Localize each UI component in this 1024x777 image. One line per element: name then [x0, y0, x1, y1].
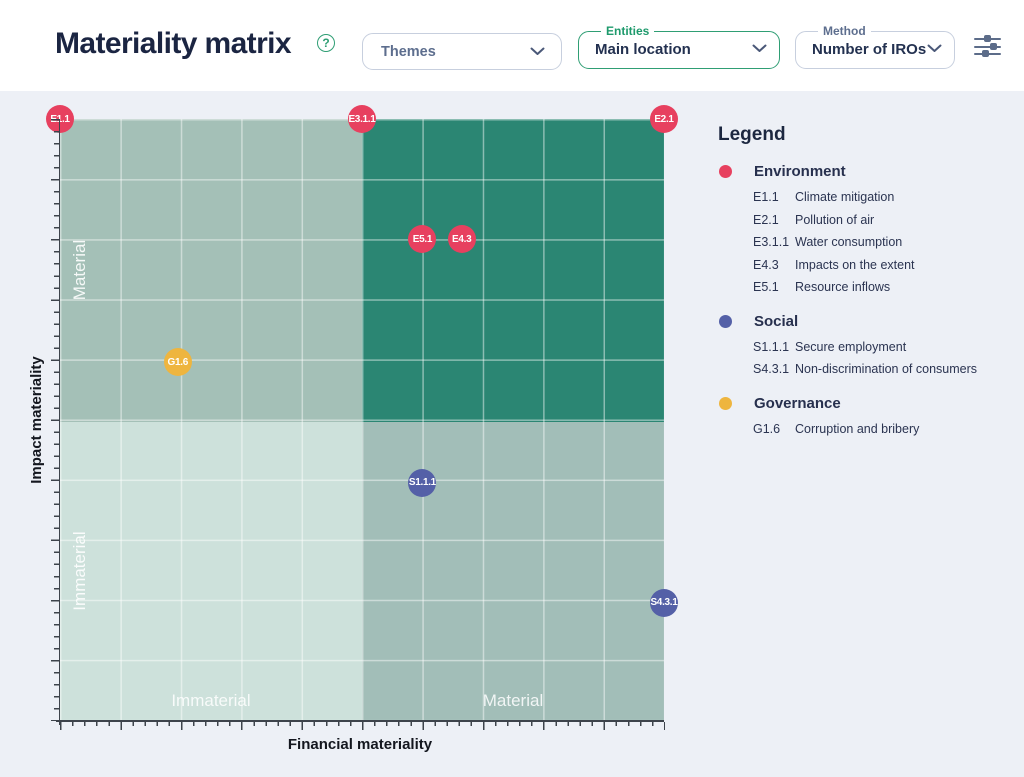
legend-item-label: Non-discrimination of consumers: [795, 362, 978, 377]
method-dropdown-value: Number of IROs: [812, 40, 927, 58]
y-axis-major-ticks: [51, 119, 59, 721]
legend-dot-icon: [719, 396, 732, 410]
entities-dropdown-value: Main location: [595, 40, 691, 58]
legend-group-environment: Environment E1.1 Climate mitigation E2.1 Pol…: [718, 163, 1018, 299]
quadrant-immaterial: [60, 422, 362, 720]
quadrant-double-material: [362, 119, 664, 422]
chevron-down-icon: [530, 43, 545, 61]
legend-item-code: E2.1: [753, 212, 779, 227]
x-axis-title: Financial materiality: [287, 736, 433, 753]
data-point-E5.1[interactable]: E5.1: [408, 225, 437, 254]
data-point-E1.1[interactable]: E1.1: [46, 105, 74, 133]
legend-title: Legend: [718, 124, 786, 145]
legend-dot-icon: [719, 165, 732, 178]
data-point-E2.1[interactable]: E2.1: [650, 105, 678, 133]
legend-item-code: S1.1.1: [753, 339, 790, 354]
legend-group-name: Social: [754, 312, 799, 330]
legend-panel: Legend Environment E1.1 Climate mitigation…: [718, 124, 1018, 454]
quadrant-impact-material: [60, 119, 362, 422]
data-point-S4.3.1[interactable]: S4.3.1: [650, 588, 678, 617]
chevron-down-icon: [927, 40, 942, 58]
settings-sliders-icon[interactable]: [974, 35, 1001, 58]
materiality-matrix-chart: Material Immaterial Immaterial Material …: [46, 105, 678, 720]
legend-item-code: E4.3: [753, 257, 779, 272]
legend-item-S4.3.1: S4.3.1 Non-discrimination of consumers: [718, 358, 1018, 381]
legend-item-label: Pollution of air: [795, 212, 875, 227]
legend-group-name: Governance: [754, 394, 841, 412]
legend-item-code: G1.6: [753, 421, 781, 436]
x-axis: [56, 720, 664, 722]
data-point-E4.3[interactable]: E4.3: [447, 225, 476, 254]
legend-group-name: Environment: [754, 163, 846, 180]
entities-dropdown-label: Entities: [606, 24, 650, 38]
legend-item-S1.1.1: S1.1.1 Secure employment: [718, 336, 1018, 359]
legend-item-label: Impacts on the extent: [795, 257, 915, 272]
method-dropdown[interactable]: Method Number of IROs: [795, 25, 955, 69]
legend-item-E4.3: E4.3 Impacts on the extent: [718, 254, 1018, 277]
legend-group-governance: Governance G1.6 Corruption and bribery: [718, 395, 1018, 441]
page-title: Materiality matrix: [55, 27, 292, 60]
legend-item-G1.6: G1.6 Corruption and bribery: [718, 418, 1018, 441]
legend-item-code: E5.1: [753, 280, 779, 295]
data-point-G1.6[interactable]: G1.6: [163, 348, 192, 377]
legend-item-label: Resource inflows: [795, 280, 891, 295]
legend-item-code: S4.3.1: [753, 362, 790, 377]
quadrant-financial-material: [362, 422, 664, 720]
method-dropdown-label: Method: [823, 24, 866, 38]
themes-dropdown[interactable]: Themes: [362, 33, 562, 70]
legend-group-social: Social S1.1.1 Secure employment S4.3.1 Non-d…: [718, 313, 1018, 381]
y-axis-title: Impact materiality: [28, 356, 45, 484]
legend-item-label: Water consumption: [795, 235, 903, 250]
help-icon[interactable]: ?: [317, 34, 335, 52]
header-bar: Materiality matrix ? Themes Entities Mai…: [0, 0, 1024, 91]
legend-item-E3.1.1: E3.1.1 Water consumption: [718, 231, 1018, 254]
data-point-S1.1.1[interactable]: S1.1.1: [408, 468, 437, 497]
chevron-down-icon: [752, 40, 767, 58]
legend-item-label: Climate mitigation: [795, 190, 895, 205]
legend-item-label: Corruption and bribery: [795, 421, 920, 436]
legend-item-label: Secure employment: [795, 339, 907, 354]
y-axis: [58, 119, 60, 725]
x-axis-major-ticks: [60, 721, 665, 730]
legend-item-code: E1.1: [753, 190, 779, 205]
legend-item-code: E3.1.1: [753, 235, 790, 250]
entities-dropdown[interactable]: Entities Main location: [578, 25, 780, 69]
data-point-E3.1.1[interactable]: E3.1.1: [348, 105, 376, 133]
themes-dropdown-value: Themes: [381, 43, 436, 60]
legend-item-E5.1: E5.1 Resource inflows: [718, 276, 1018, 299]
legend-item-E1.1: E1.1 Climate mitigation: [718, 186, 1018, 209]
legend-item-E2.1: E2.1 Pollution of air: [718, 209, 1018, 232]
legend-dot-icon: [719, 314, 732, 328]
